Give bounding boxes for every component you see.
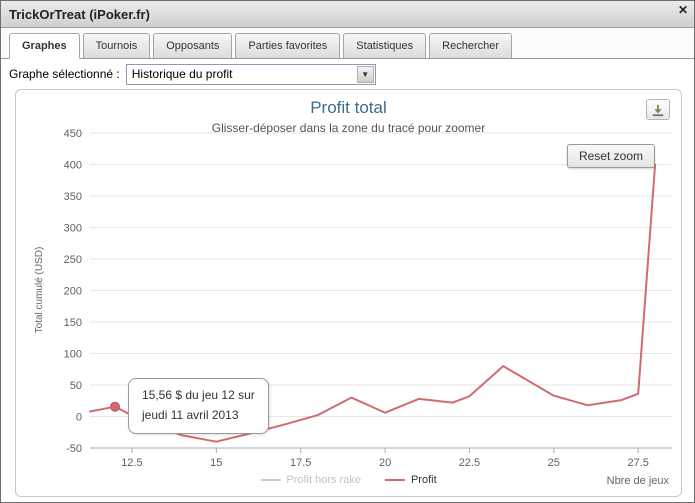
close-icon[interactable]: ✕ (677, 3, 688, 17)
y-axis-title: Total cumulé (USD) (34, 246, 45, 334)
legend-label: Profit (410, 474, 437, 486)
graph-type-selected-value: Historique du profit (131, 67, 233, 81)
tab-tournois[interactable]: Tournois (82, 33, 151, 59)
legend-label: Profit hors rake (286, 474, 361, 486)
legend-item-profit-hors-rake[interactable]: Profit hors rake (260, 474, 361, 486)
tab-parties-favorites[interactable]: Parties favorites (235, 33, 341, 59)
y-tick-label: 200 (64, 286, 82, 298)
tab-opposants[interactable]: Opposants (153, 33, 233, 59)
download-icon (652, 104, 664, 116)
title-bar: TrickOrTreat (iPoker.fr) (1, 1, 694, 28)
y-tick-label: 0 (76, 412, 82, 424)
y-tick-label: 300 (64, 223, 82, 235)
hover-point-marker (110, 401, 120, 412)
tab-bar: Graphes Tournois Opposants Parties favor… (1, 28, 694, 59)
x-tick-label: 25 (548, 457, 560, 469)
tab-graphes[interactable]: Graphes (9, 33, 80, 59)
legend-line-icon (384, 479, 405, 481)
x-tick-label: 12.5 (121, 457, 142, 469)
y-tick-label: 150 (64, 317, 82, 329)
download-button[interactable] (646, 99, 670, 120)
dropdown-arrow-icon[interactable]: ▼ (356, 65, 374, 83)
graph-select-label: Graphe sélectionné : (9, 67, 120, 81)
x-tick-label: 17.5 (290, 457, 311, 469)
tab-statistiques[interactable]: Statistiques (343, 33, 427, 59)
tooltip-line-1: 15,56 $ du jeu 12 sur (142, 388, 255, 402)
reset-zoom-button[interactable]: Reset zoom (566, 144, 655, 168)
chart-subtitle: Glisser-déposer dans la zone du tracé po… (211, 121, 486, 135)
legend-item-profit[interactable]: Profit (384, 474, 437, 486)
y-tick-label: 100 (64, 349, 82, 361)
window-title: TrickOrTreat (iPoker.fr) (9, 6, 150, 22)
chart-plot-area[interactable]: -50 0 50 100 150 200 250 300 350 400 450 12.5 15 17.5… (16, 90, 681, 496)
x-tick-label: 27.5 (627, 457, 648, 469)
y-tick-label: 50 (70, 380, 82, 392)
x-tick-label: 22.5 (459, 457, 480, 469)
profit-line (89, 163, 657, 443)
y-tick-label: -50 (66, 443, 82, 455)
y-tick-label: 350 (64, 191, 82, 203)
graph-controls: Graphe sélectionné : Historique du profi… (1, 59, 694, 89)
tooltip-line-2: jeudi 11 avril 2013 (142, 407, 239, 422)
x-tick-label: 20 (379, 457, 391, 469)
x-tick-label: 15 (210, 457, 222, 469)
y-tick-label: 400 (64, 160, 82, 172)
legend-line-icon (260, 479, 281, 481)
tab-rechercher[interactable]: Rechercher (429, 33, 513, 59)
chart-panel: -50 0 50 100 150 200 250 300 350 400 450 12.5 15 17.5… (15, 89, 682, 497)
y-tick-label: 450 (64, 128, 82, 140)
y-tick-label: 250 (64, 254, 82, 266)
chart-legend: Profit hors rake Profit (260, 474, 437, 486)
chart-tooltip: 15,56 $ du jeu 12 sur jeudi 11 avril 201… (128, 378, 269, 434)
graph-type-select[interactable]: Historique du profit ▼ (125, 63, 376, 85)
chart-title: Profit total (310, 98, 387, 117)
x-axis-title: Nbre de jeux (606, 475, 669, 487)
